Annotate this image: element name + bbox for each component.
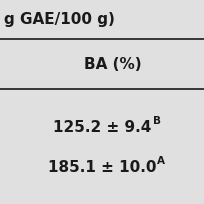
- Text: BA (%): BA (%): [83, 57, 141, 72]
- Text: A: A: [156, 155, 164, 165]
- Text: 185.1 ± 10.0: 185.1 ± 10.0: [48, 159, 156, 174]
- Text: 125.2 ± 9.4: 125.2 ± 9.4: [53, 119, 151, 134]
- Text: B: B: [152, 115, 160, 125]
- Text: g GAE/100 g): g GAE/100 g): [4, 12, 114, 27]
